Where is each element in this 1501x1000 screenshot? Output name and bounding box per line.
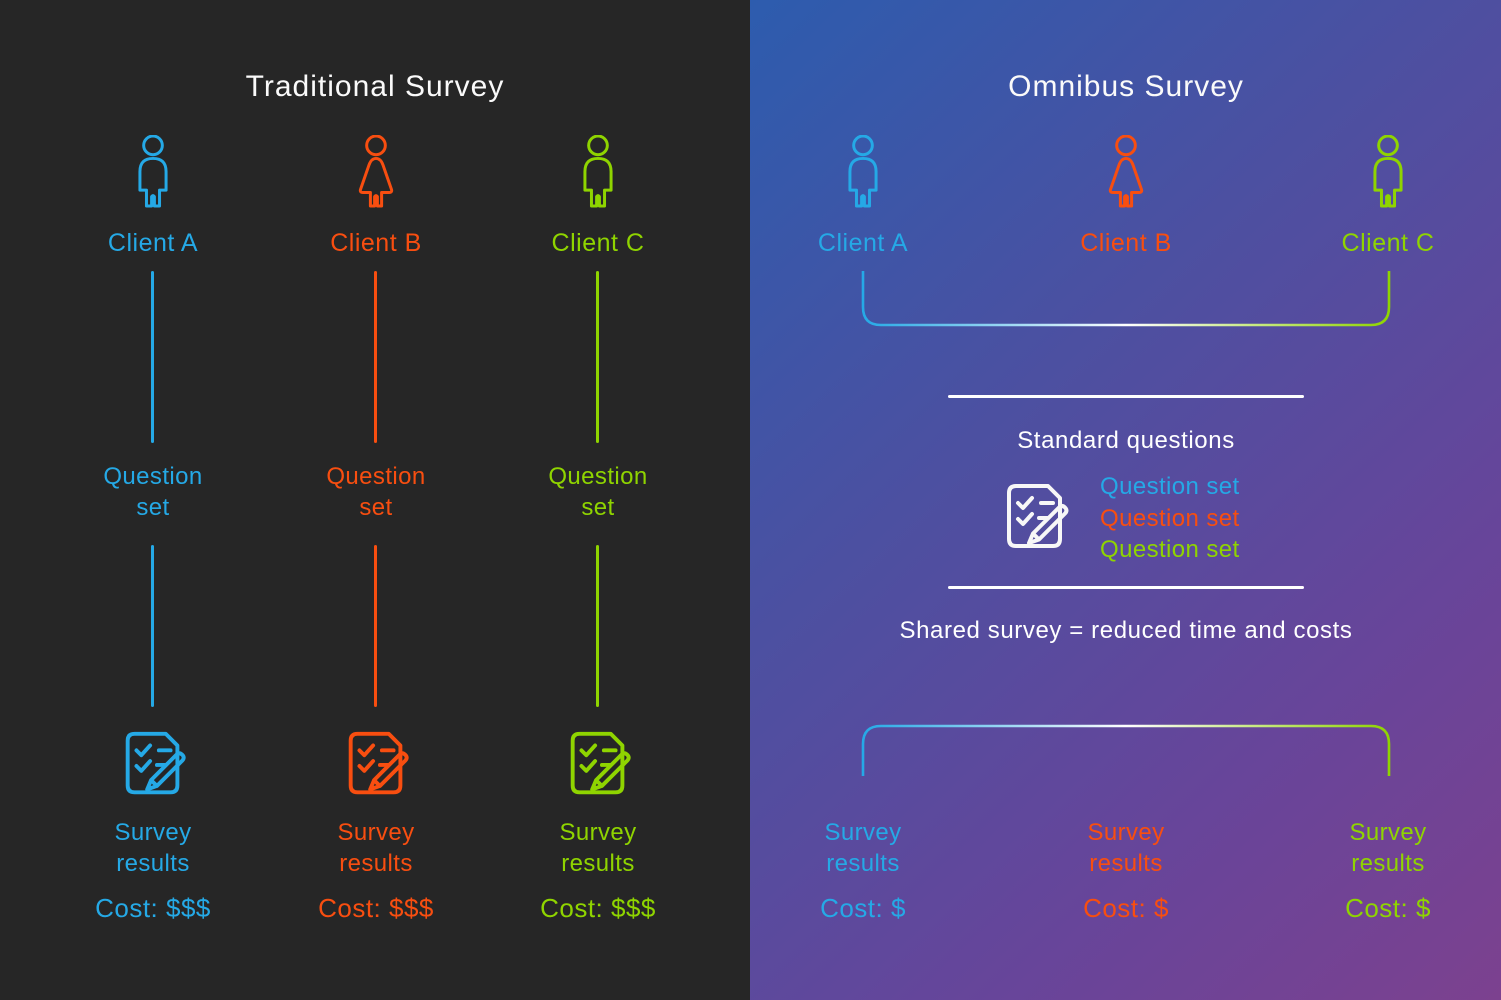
separator-line: [948, 586, 1304, 589]
cost-label: Cost: $: [1083, 893, 1169, 923]
document-checklist-pencil-icon: [560, 725, 638, 803]
connector-line: [374, 545, 377, 707]
client-c-label: Client C: [1341, 229, 1435, 257]
survey-results-label: Survey results: [337, 819, 415, 877]
client-a-label: Client A: [817, 229, 909, 257]
person-female-icon: [1098, 135, 1154, 208]
client-c-label: Client C: [551, 229, 645, 257]
cost-label: Cost: $: [1345, 893, 1431, 923]
document-checklist-pencil-icon: [115, 725, 193, 803]
question-set-label: Question set: [326, 463, 426, 521]
person-male-icon: [1360, 135, 1416, 208]
person-male-icon: [835, 135, 891, 208]
question-set-list: Question set Question set Question set: [1100, 471, 1240, 566]
survey-results-label: Survey results: [1087, 819, 1165, 877]
survey-results-label: Survey results: [824, 819, 902, 877]
survey-results-label: Survey results: [559, 819, 637, 877]
shared-survey-note: Shared survey = reduced time and costs: [899, 617, 1353, 644]
question-set-label: Question set: [548, 463, 648, 521]
client-a-label: Client A: [107, 229, 199, 257]
question-set-item: Question set: [1100, 473, 1240, 500]
connector-line: [151, 545, 154, 707]
cost-label: Cost: $$$: [95, 893, 211, 923]
document-checklist-pencil-icon: [338, 725, 416, 803]
split-bracket: [861, 724, 1391, 776]
merge-bracket: [861, 271, 1391, 327]
omnibus-title: Omnibus Survey: [1008, 70, 1244, 103]
cost-label: Cost: $: [820, 893, 906, 923]
center-connector-line: [1124, 270, 1128, 372]
document-checklist-pencil-icon: [996, 477, 1076, 557]
client-b-label: Client B: [330, 229, 422, 257]
question-set-item: Question set: [1100, 504, 1240, 532]
question-set-label: Question set: [103, 463, 203, 521]
connector-line: [374, 271, 377, 443]
traditional-survey-panel: Traditional Survey Client A Question set…: [0, 0, 750, 1000]
cost-label: Cost: $$$: [540, 893, 656, 923]
connector-line: [151, 271, 154, 443]
separator-line: [948, 395, 1304, 398]
person-male-icon: [570, 135, 626, 208]
connector-line: [596, 271, 599, 443]
question-set-item: Question set: [1100, 536, 1240, 563]
traditional-title: Traditional Survey: [245, 70, 505, 103]
person-male-icon: [125, 135, 181, 208]
survey-results-label: Survey results: [114, 819, 192, 877]
center-connector-line: [1124, 681, 1128, 776]
person-female-icon: [348, 135, 404, 208]
survey-results-label: Survey results: [1349, 819, 1427, 877]
connector-line: [596, 545, 599, 707]
client-b-label: Client B: [1080, 229, 1172, 257]
standard-questions-heading: Standard questions: [1017, 427, 1235, 454]
cost-label: Cost: $$$: [318, 893, 434, 923]
